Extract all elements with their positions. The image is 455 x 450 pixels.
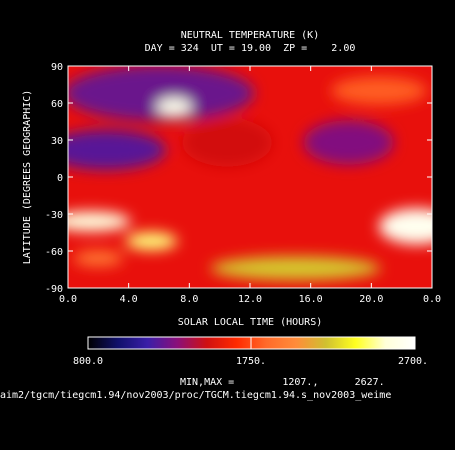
y-axis-ticks: 90 60 30 0 -30 -60 -90 [45, 62, 432, 295]
x-tick-label: 12.0 [238, 294, 262, 305]
heatmap-feature [210, 256, 381, 281]
y-tick-label: -60 [45, 247, 63, 258]
y-axis-label: LATITUDE (DEGREES GEOGRAPHIC) [22, 90, 33, 265]
heatmap-feature [330, 76, 427, 105]
y-tick-label: -30 [45, 210, 63, 221]
heatmap-field [68, 66, 432, 288]
y-tick-label: 60 [51, 99, 63, 110]
x-tick-label: 0.0 [423, 294, 441, 305]
minmax-text: MIN,MAX = 1207., 2627. [180, 377, 385, 388]
chart-title: NEUTRAL TEMPERATURE (K) [181, 30, 319, 41]
x-tick-label: 20.0 [359, 294, 383, 305]
y-tick-label: 30 [51, 136, 63, 147]
x-axis-ticks: 0.0 4.0 8.0 12.0 16.0 20.0 0.0 [59, 66, 441, 305]
heatmap-feature [73, 250, 124, 267]
heatmap-feature [68, 211, 131, 232]
heatmap-feature [303, 120, 394, 165]
x-axis-label: SOLAR LOCAL TIME (HOURS) [178, 317, 323, 328]
chart-subtitle: DAY = 324 UT = 19.00 ZP = 2.00 [145, 43, 356, 54]
x-tick-label: 4.0 [120, 294, 138, 305]
heatmap-feature [156, 97, 193, 116]
y-tick-label: 0 [57, 173, 63, 184]
colorbar-mid-label: 1750. [236, 356, 266, 367]
heatmap-feature [68, 129, 166, 170]
colorbar-max-label: 2700. [398, 356, 428, 367]
y-tick-label: 90 [51, 62, 63, 73]
heatmap-feature [182, 118, 273, 167]
heatmap-feature [68, 66, 254, 122]
y-tick-label: -90 [45, 284, 63, 295]
x-tick-label: 16.0 [299, 294, 323, 305]
x-tick-label: 8.0 [180, 294, 198, 305]
heatmap-feature [378, 208, 432, 245]
footer-path: aim2/tgcm/tiegcm1.94/nov2003/proc/TGCM.t… [0, 390, 391, 401]
heatmap-feature [125, 232, 178, 251]
x-tick-label: 0.0 [59, 294, 77, 305]
colorbar-min-label: 800.0 [73, 356, 103, 367]
